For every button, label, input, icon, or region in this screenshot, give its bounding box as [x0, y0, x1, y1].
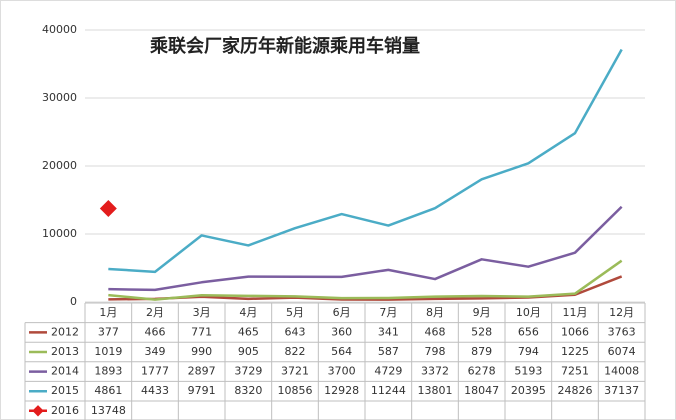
- table-value: 8320: [234, 384, 262, 397]
- y-tick-label: 40000: [42, 23, 77, 36]
- legend-label: 2016: [51, 404, 79, 417]
- x-tick-label: 6月: [333, 306, 351, 319]
- table-value: 3721: [281, 365, 309, 378]
- table-value: 3763: [608, 325, 636, 338]
- table-value: 468: [425, 325, 446, 338]
- table-value: 822: [285, 345, 306, 358]
- table-value: 18047: [464, 384, 499, 397]
- table-value: 905: [238, 345, 259, 358]
- table-value: 587: [378, 345, 399, 358]
- x-tick-label: 5月: [286, 306, 304, 319]
- x-tick-label: 12月: [609, 306, 634, 319]
- table-value: 3729: [234, 365, 262, 378]
- x-tick-label: 9月: [473, 306, 491, 319]
- legend-label: 2013: [51, 345, 79, 358]
- table-value: 771: [191, 325, 212, 338]
- table-value: 1777: [141, 365, 169, 378]
- table-value: 990: [191, 345, 212, 358]
- table-value: 3372: [421, 365, 449, 378]
- legend-marker: [32, 405, 44, 417]
- table-value: 465: [238, 325, 259, 338]
- table-value: 9791: [188, 384, 216, 397]
- table-value: 528: [471, 325, 492, 338]
- x-tick-label: 4月: [239, 306, 257, 319]
- x-tick-label: 2月: [146, 306, 164, 319]
- table-value: 1225: [561, 345, 589, 358]
- table-value: 11244: [371, 384, 406, 397]
- table-value: 879: [471, 345, 492, 358]
- legend-label: 2014: [51, 365, 79, 378]
- table-value: 798: [425, 345, 446, 358]
- x-tick-label: 8月: [426, 306, 444, 319]
- table-value: 5193: [514, 365, 542, 378]
- table-value: 466: [145, 325, 166, 338]
- y-tick-label: 20000: [42, 159, 77, 172]
- table-value: 360: [331, 325, 352, 338]
- table-value: 6074: [608, 345, 636, 358]
- table-value: 24826: [558, 384, 593, 397]
- y-tick-label: 10000: [42, 227, 77, 240]
- data-point: [99, 200, 117, 217]
- table-value: 10856: [278, 384, 313, 397]
- x-tick-label: 10月: [516, 306, 541, 319]
- table-value: 1893: [94, 365, 122, 378]
- table-value: 7251: [561, 365, 589, 378]
- series-line: [108, 205, 623, 292]
- table-value: 14008: [604, 365, 639, 378]
- table-value: 349: [145, 345, 166, 358]
- table-value: 13801: [418, 384, 453, 397]
- y-tick-label: 30000: [42, 91, 77, 104]
- table-value: 656: [518, 325, 539, 338]
- y-tick-label: 0: [70, 295, 77, 308]
- table-value: 4729: [374, 365, 402, 378]
- legend-label: 2012: [51, 325, 79, 338]
- table-value: 1066: [561, 325, 589, 338]
- table-value: 564: [331, 345, 352, 358]
- table-value: 37137: [604, 384, 639, 397]
- table-value: 13748: [91, 404, 126, 417]
- chart-title: 乘联会厂家历年新能源乘用车销量: [149, 35, 420, 57]
- table-value: 20395: [511, 384, 546, 397]
- table-value: 1019: [94, 345, 122, 358]
- table-value: 643: [285, 325, 306, 338]
- series-line: [108, 48, 623, 274]
- table-value: 794: [518, 345, 539, 358]
- x-tick-label: 7月: [379, 306, 397, 319]
- legend-label: 2015: [51, 384, 79, 397]
- table-value: 12928: [324, 384, 359, 397]
- table-value: 4861: [94, 384, 122, 397]
- table-value: 3700: [328, 365, 356, 378]
- x-tick-label: 1月: [99, 306, 117, 319]
- table-value: 341: [378, 325, 399, 338]
- series-line: [108, 259, 623, 301]
- x-tick-label: 3月: [193, 306, 211, 319]
- x-tick-label: 11月: [563, 306, 588, 319]
- table-value: 4433: [141, 384, 169, 397]
- table-value: 2897: [188, 365, 216, 378]
- table-value: 377: [98, 325, 119, 338]
- table-value: 6278: [468, 365, 496, 378]
